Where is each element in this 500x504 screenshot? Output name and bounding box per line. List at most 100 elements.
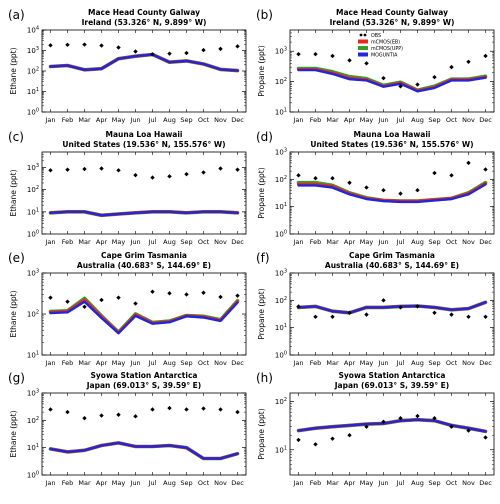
obs-point bbox=[398, 416, 403, 421]
x-tick-label: Nov bbox=[214, 116, 227, 124]
x-tick-label: Jun bbox=[377, 359, 388, 367]
x-tick-label: Jun bbox=[377, 116, 388, 124]
obs-point bbox=[296, 51, 301, 57]
y-tick-label: 102 bbox=[27, 310, 39, 319]
x-tick-label: Dec bbox=[231, 116, 244, 124]
obs-point bbox=[415, 413, 420, 419]
legend-swatch bbox=[358, 52, 368, 57]
y-tick-label: 101 bbox=[275, 445, 287, 454]
obs-point bbox=[133, 49, 138, 54]
legend-label: mCMOS(EB) bbox=[371, 39, 400, 45]
plot-frame bbox=[289, 272, 495, 356]
series-line-moguntia bbox=[49, 300, 239, 335]
obs-point bbox=[449, 312, 454, 317]
x-tick-label: Jun bbox=[129, 359, 140, 367]
y-axis-label: Propane (ppt) bbox=[257, 45, 266, 96]
obs-point bbox=[235, 44, 240, 49]
x-tick-label: Nov bbox=[462, 238, 475, 246]
y-tick-label: 100 bbox=[27, 471, 39, 480]
series-line-moguntia bbox=[297, 418, 487, 433]
y-tick-label: 100 bbox=[275, 351, 287, 360]
x-tick-label: Jan bbox=[44, 359, 55, 367]
y-tick-label: 103 bbox=[27, 163, 39, 172]
x-tick-label: Nov bbox=[462, 479, 475, 487]
legend-label: OBS bbox=[371, 33, 381, 39]
obs-point bbox=[415, 82, 420, 87]
panel-title: Syowa Station Antarctica bbox=[91, 371, 198, 380]
x-tick-label: May bbox=[112, 359, 126, 367]
x-tick-label: Mar bbox=[326, 238, 339, 246]
x-tick-label: May bbox=[360, 479, 374, 487]
x-tick-label: Aug bbox=[163, 359, 176, 367]
obs-point bbox=[116, 45, 121, 50]
obs-point bbox=[167, 174, 172, 179]
x-tick-label: Nov bbox=[214, 359, 227, 367]
obs-point bbox=[330, 176, 335, 181]
obs-point bbox=[167, 51, 172, 56]
x-tick-label: Jan bbox=[292, 359, 303, 367]
obs-point bbox=[466, 59, 471, 64]
obs-point bbox=[116, 295, 121, 300]
series-line-moguntia bbox=[297, 301, 487, 314]
obs-point bbox=[48, 407, 53, 412]
x-tick-label: May bbox=[360, 359, 374, 367]
obs-point bbox=[201, 406, 206, 411]
x-tick-label: Jun bbox=[129, 116, 140, 124]
obs-point bbox=[82, 304, 87, 309]
obs-point bbox=[65, 409, 70, 415]
x-tick-label: Apr bbox=[344, 238, 356, 246]
x-tick-label: Aug bbox=[163, 479, 176, 487]
y-tick-label: 103 bbox=[275, 47, 287, 56]
obs-point bbox=[82, 42, 87, 47]
panel-title: Mace Head County Galway bbox=[88, 8, 200, 17]
obs-point bbox=[99, 297, 104, 303]
x-tick-label: Jun bbox=[377, 238, 388, 246]
x-tick-label: Oct bbox=[446, 238, 458, 246]
obs-point bbox=[150, 289, 155, 294]
x-tick-label: Aug bbox=[411, 238, 424, 246]
y-axis-label: Propane (ppt) bbox=[257, 408, 266, 459]
x-tick-label: Dec bbox=[479, 359, 492, 367]
y-tick-label: 102 bbox=[27, 185, 39, 194]
obs-point bbox=[398, 305, 403, 310]
x-tick-label: Jan bbox=[44, 116, 55, 124]
x-tick-label: Apr bbox=[344, 479, 356, 487]
x-tick-label: Apr bbox=[96, 238, 108, 246]
x-tick-label: Jun bbox=[377, 479, 388, 487]
y-tick-label: 103 bbox=[27, 46, 39, 55]
obs-point bbox=[381, 188, 386, 193]
obs-point bbox=[82, 166, 87, 172]
x-tick-label: Feb bbox=[310, 359, 322, 367]
x-tick-label: Mar bbox=[78, 479, 91, 487]
y-tick-label: 102 bbox=[27, 416, 39, 425]
x-tick-label: Jan bbox=[44, 479, 55, 487]
series-line-moguntia bbox=[297, 183, 487, 204]
plot-frame bbox=[41, 272, 247, 356]
obs-point bbox=[330, 53, 335, 59]
x-tick-label: Nov bbox=[214, 238, 227, 246]
plot-frame bbox=[41, 29, 247, 113]
x-tick-label: Aug bbox=[411, 359, 424, 367]
x-tick-label: Jul bbox=[148, 479, 157, 487]
obs-point bbox=[184, 50, 189, 56]
y-axis-label: Ethane (ppt) bbox=[9, 169, 18, 216]
obs-point bbox=[347, 433, 352, 438]
x-tick-label: May bbox=[360, 116, 374, 124]
obs-point bbox=[449, 64, 454, 70]
obs-point bbox=[313, 51, 318, 57]
panel-subtitle: United States (19.536° N, 155.576° W) bbox=[310, 140, 473, 149]
y-tick-label: 100 bbox=[27, 108, 39, 117]
obs-point bbox=[150, 175, 155, 180]
obs-point bbox=[381, 75, 386, 81]
x-tick-label: Feb bbox=[62, 479, 74, 487]
obs-point bbox=[483, 314, 488, 319]
x-tick-label: Jun bbox=[129, 238, 140, 246]
x-tick-label: May bbox=[112, 238, 126, 246]
obs-point bbox=[347, 310, 352, 315]
x-tick-label: Feb bbox=[62, 359, 74, 367]
x-tick-label: Sep bbox=[180, 479, 192, 487]
y-axis-label: Ethane (ppt) bbox=[9, 410, 18, 457]
